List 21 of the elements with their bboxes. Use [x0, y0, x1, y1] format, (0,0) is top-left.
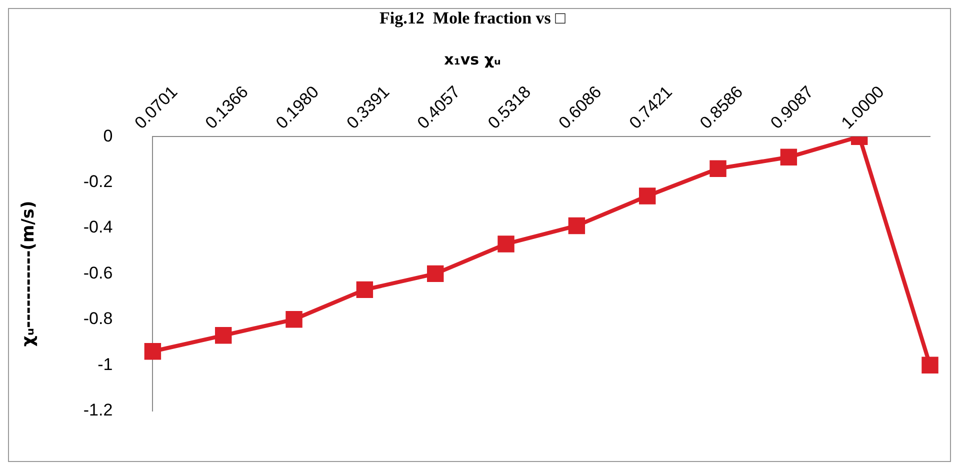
point	[780, 148, 798, 166]
point	[214, 327, 232, 344]
y-tick-label: -0.4	[83, 218, 113, 237]
chart-subtitle: x₁vs χᵤ	[444, 50, 501, 68]
point	[144, 343, 162, 360]
point	[498, 236, 514, 252]
y-tick-label: -0.2	[83, 172, 113, 191]
chart-title: Fig.12 Mole fraction vs □	[380, 8, 566, 28]
y-tick-label: -1.2	[83, 400, 113, 420]
y-tick-label: -1	[98, 354, 113, 374]
y-tick-label: -0.8	[83, 309, 113, 328]
point	[922, 356, 938, 374]
point	[356, 281, 374, 298]
point	[286, 311, 302, 328]
point	[568, 217, 586, 234]
y-tick-label: 0	[103, 126, 113, 146]
point	[710, 160, 726, 177]
y-tick-label: -0.6	[83, 263, 113, 282]
point	[638, 188, 656, 204]
point	[426, 265, 444, 282]
y-axis-title: χᵤ-----------(m/s)	[18, 200, 39, 347]
